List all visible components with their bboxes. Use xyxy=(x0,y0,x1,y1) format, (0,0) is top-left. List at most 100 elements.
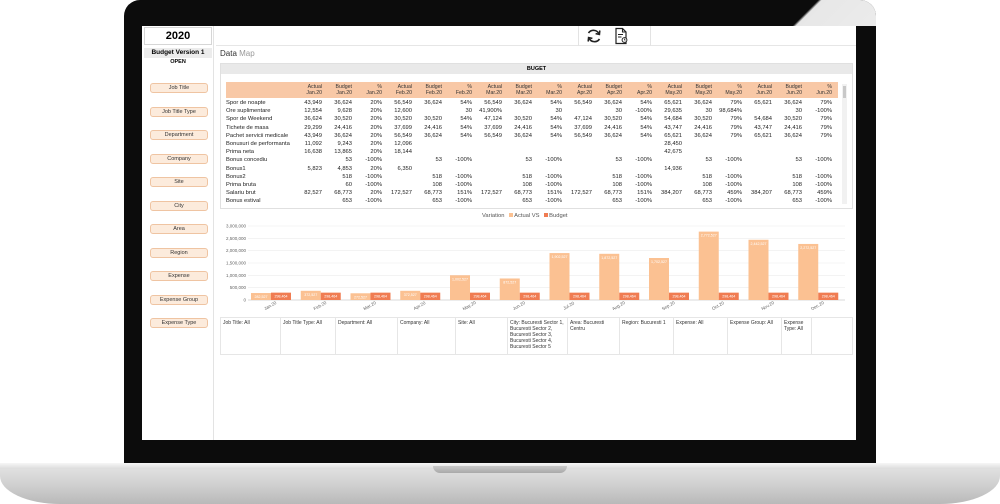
table-cell: 54% xyxy=(550,100,562,106)
version-label[interactable]: Budget Version 1 xyxy=(144,48,212,58)
column-header[interactable]: % Apr.20 xyxy=(624,82,652,98)
filter-summary-cell: Site: All xyxy=(456,318,508,354)
table-cell: 54% xyxy=(550,116,562,123)
bar-budget[interactable] xyxy=(619,292,640,300)
table-scrollbar[interactable] xyxy=(842,84,847,204)
filter-button-department[interactable]: Department xyxy=(150,130,208,140)
table-row[interactable]: Bonus estival 653 -100% 653 -100% 653 -100% 653… xyxy=(226,197,846,205)
column-header[interactable]: Actual Jun.20 xyxy=(744,82,772,98)
bar-actual[interactable] xyxy=(350,293,371,300)
table-cell: 12,600 xyxy=(394,108,412,115)
bar-budget[interactable] xyxy=(271,292,291,300)
column-header[interactable]: Actual Jan.20 xyxy=(294,82,322,98)
bar-actual[interactable] xyxy=(798,243,819,300)
table-row[interactable]: Spor de Weekend 36,624 30,520 20% 30,520 30,5… xyxy=(226,115,846,123)
filter-button-expense-type[interactable]: Expense Type xyxy=(150,318,208,328)
bar-budget[interactable] xyxy=(818,292,839,300)
table-cell: 43,949 xyxy=(304,100,322,106)
table-row[interactable]: Bonus1 5,823 4,853 20% 6,350 14,936 xyxy=(226,165,846,173)
table-row[interactable]: Tichete de masa 29,299 24,416 20% 37,699 24,4… xyxy=(226,124,846,132)
bar-actual[interactable] xyxy=(549,253,570,300)
table-cell: 54% xyxy=(550,132,562,139)
bar-budget[interactable] xyxy=(569,292,590,300)
legend-budget[interactable]: Budget xyxy=(549,213,568,219)
column-header[interactable]: Budget May.20 xyxy=(684,82,712,98)
table-cell: 54% xyxy=(640,116,652,123)
column-header[interactable]: % Jun.20 xyxy=(804,82,832,98)
table-row[interactable]: Bonus2 518 -100% 518 -100% 518 -100% 518 -100% 51… xyxy=(226,173,846,181)
filter-button-company[interactable]: Company xyxy=(150,153,208,164)
export-report-icon[interactable] xyxy=(612,27,630,45)
column-header[interactable]: Actual Feb.20 xyxy=(384,82,412,98)
column-header[interactable]: Budget Mar.20 xyxy=(504,82,532,98)
filter-button-expense[interactable]: Expense xyxy=(150,271,208,281)
y-tick-label: 2,500,000 xyxy=(226,236,247,241)
bar-budget[interactable] xyxy=(718,292,739,300)
legend-actual[interactable]: Actual VS xyxy=(514,213,540,219)
bar-budget[interactable] xyxy=(470,292,490,300)
filter-button-region[interactable]: Region xyxy=(150,247,208,258)
bar-actual[interactable] xyxy=(649,258,669,300)
filter-button-city[interactable]: City xyxy=(150,200,208,211)
year-selector[interactable]: 2020 xyxy=(144,27,212,45)
table-cell: 54,684 xyxy=(754,116,772,123)
table-cell: 47,124 xyxy=(484,116,502,123)
row-label: Tichete de masa xyxy=(226,124,269,131)
table-cell: 60 xyxy=(345,182,352,188)
bar-actual[interactable] xyxy=(748,239,769,300)
tab-map[interactable]: Map xyxy=(239,49,255,58)
column-header[interactable]: Actual Mar.20 xyxy=(474,82,502,98)
table-cell: 53 xyxy=(615,157,622,164)
column-header[interactable]: Budget Jun.20 xyxy=(774,82,802,98)
table-cell: 79% xyxy=(820,124,832,131)
table-row[interactable]: Ore suplimentare 12,554 9,628 20% 12,600 30 41… xyxy=(226,107,846,115)
column-header-month: Jun.20 xyxy=(756,90,772,96)
table-row[interactable]: Bonusuri de performanta 11,092 9,243 20% 12,… xyxy=(226,140,846,148)
filter-button-area[interactable]: Area xyxy=(150,224,208,234)
bar-budget[interactable] xyxy=(370,292,391,300)
table-cell: 79% xyxy=(730,124,742,131)
filter-button-site[interactable]: Site xyxy=(150,177,208,187)
column-header[interactable]: % May.20 xyxy=(714,82,742,98)
bar-actual[interactable] xyxy=(599,253,620,300)
column-header[interactable]: % Feb.20 xyxy=(444,82,472,98)
column-header[interactable]: % Jan.20 xyxy=(354,82,382,98)
table-row[interactable]: Bonus concediu 53 -100% 53 -100% 53 -100% 53 -10… xyxy=(226,156,846,164)
bar-budget[interactable] xyxy=(768,292,789,300)
table-row[interactable]: Pachet servicii medicale 43,949 36,624 20% 5… xyxy=(226,132,846,140)
column-header[interactable]: Actual Apr.20 xyxy=(564,82,592,98)
bar-actual[interactable] xyxy=(300,290,321,300)
table-cell: 36,624 xyxy=(604,132,622,139)
bar-actual[interactable] xyxy=(400,290,421,300)
bar-actual[interactable] xyxy=(450,275,470,300)
table-cell: 79% xyxy=(820,132,832,139)
table-cell: -100% xyxy=(725,182,742,188)
table-row[interactable]: Prima neta 16,638 13,865 20% 18,144 42,675 xyxy=(226,148,846,156)
bar-budget[interactable] xyxy=(519,292,540,300)
column-header[interactable]: Actual May.20 xyxy=(654,82,682,98)
scrollbar-thumb[interactable] xyxy=(843,86,846,98)
column-header[interactable]: Budget Apr.20 xyxy=(594,82,622,98)
filter-button-job-title-type[interactable]: Job Title Type xyxy=(150,106,208,117)
table-row[interactable]: Prima bruta 60 -100% 108 -100% 108 -100% 108 -10… xyxy=(226,181,846,189)
bar-actual[interactable] xyxy=(698,231,719,300)
tab-data[interactable]: Data xyxy=(220,49,237,58)
filter-button-expense-group[interactable]: Expense Group xyxy=(150,294,208,305)
bar-budget[interactable] xyxy=(420,292,441,300)
table-row[interactable]: Spor de noapte 43,949 36,624 20% 56,549 36,62… xyxy=(226,99,846,107)
x-tick-label: Nov.20 xyxy=(760,300,775,310)
column-header[interactable]: Budget Feb.20 xyxy=(414,82,442,98)
column-header[interactable]: % Mar.20 xyxy=(534,82,562,98)
filter-button-job-title[interactable]: Job Title xyxy=(150,83,208,93)
bar-actual[interactable] xyxy=(251,293,271,300)
bar-actual[interactable] xyxy=(499,278,520,300)
column-header[interactable]: Budget Jan.20 xyxy=(324,82,352,98)
bar-budget[interactable] xyxy=(669,292,689,300)
bar-budget[interactable] xyxy=(320,292,341,300)
table-cell: 24,416 xyxy=(694,124,712,131)
refresh-icon[interactable] xyxy=(585,27,603,45)
table-cell: 53 xyxy=(705,157,712,164)
table-row[interactable]: Salariu brut 82,527 68,773 20% 172,527 68,773… xyxy=(226,189,846,197)
table-cell: 151% xyxy=(457,190,472,197)
